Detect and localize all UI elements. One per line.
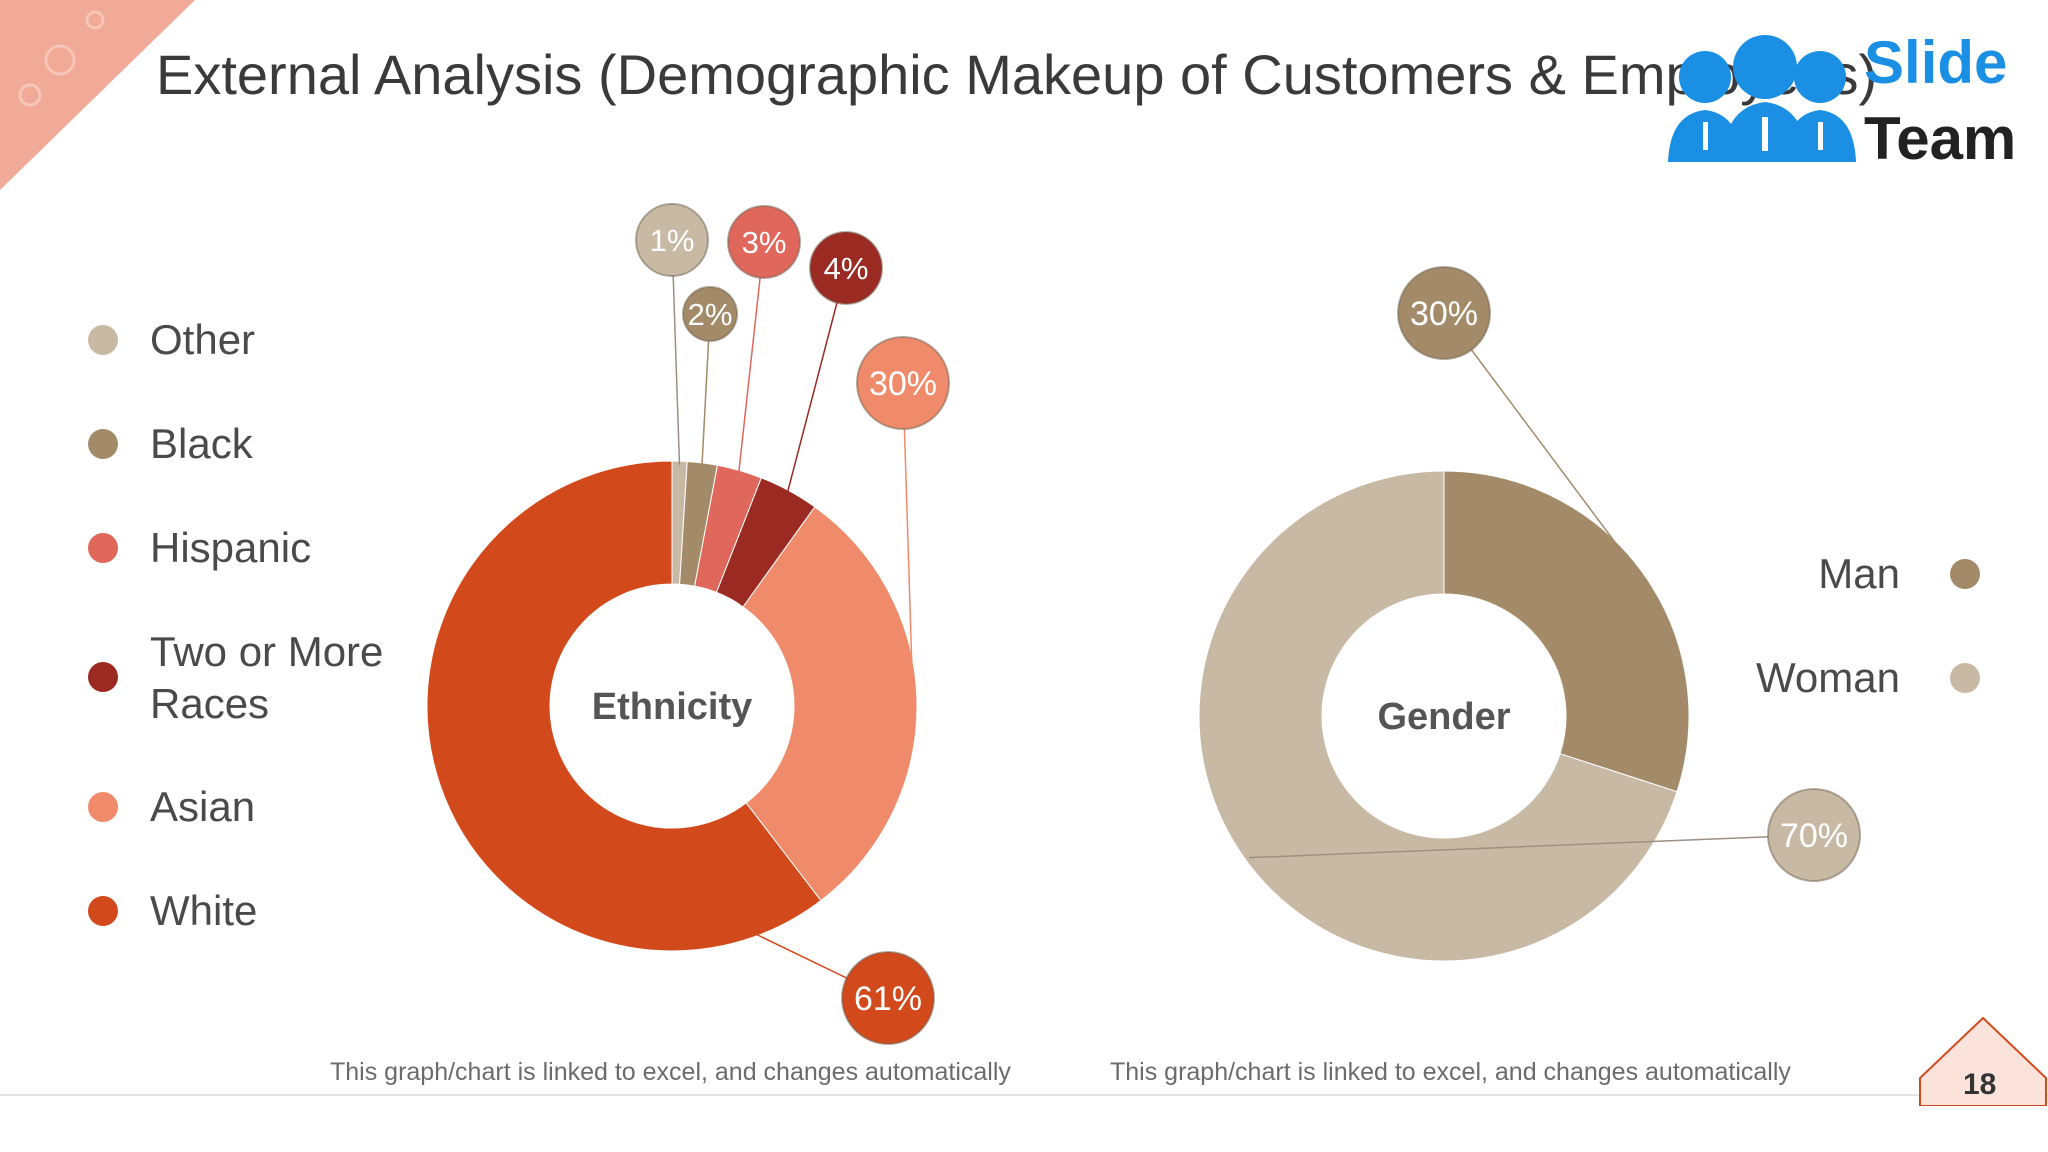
legend-label: Two or More Races: [150, 628, 384, 727]
leader-line-asian: [902, 382, 914, 703]
page-number: 18: [1963, 1068, 1997, 1101]
corner-decoration: [0, 0, 195, 190]
data-label-other: 1%: [650, 223, 695, 258]
excel-link-note-left: This graph/chart is linked to excel, and…: [330, 1058, 1011, 1086]
footer-divider: [0, 1094, 2048, 1096]
legend-label: White: [150, 887, 258, 934]
legend-label: Black: [150, 420, 253, 467]
slide-title: External Analysis (Demographic Makeup of…: [156, 43, 1878, 106]
legend-swatch: [1950, 663, 1980, 693]
data-label-hispanic: 3%: [742, 225, 787, 260]
data-label-asian: 30%: [869, 365, 937, 403]
legend-swatch: [88, 533, 118, 563]
leader-line-woman: [1248, 834, 1815, 859]
legend-swatch: [88, 792, 118, 822]
legend-swatch: [88, 325, 118, 355]
slide-team-logo-icon: [1668, 35, 1856, 162]
legend-label: Hispanic: [150, 524, 312, 571]
legend-label: Woman: [1756, 654, 1900, 701]
leader-line-man: [1443, 312, 1640, 575]
data-label-white: 61%: [854, 980, 922, 1018]
data-label-black: 2%: [688, 297, 733, 332]
legend-item-woman: Woman: [1680, 652, 1980, 704]
donut-slice-man: [1443, 470, 1690, 793]
leader-line-hispanic: [737, 241, 765, 475]
data-label-two-or-more-races: 4%: [824, 251, 869, 286]
legend-swatch: [88, 662, 118, 692]
donut-slice-asian: [742, 506, 918, 902]
legend-item-white: White: [88, 885, 257, 937]
data-label-bubble-two-or-more-races: [809, 231, 883, 305]
excel-link-note-right: This graph/chart is linked to excel, and…: [1110, 1058, 1791, 1086]
leader-line-white: [443, 782, 889, 999]
data-label-bubble-hispanic: [727, 205, 801, 279]
legend-swatch: [88, 429, 118, 459]
logo-text-slide: Slide: [1864, 29, 2008, 96]
data-label-bubble-asian: [856, 336, 950, 430]
donut-slice-white: [426, 460, 822, 952]
data-label-bubble-other: [635, 203, 709, 277]
data-label-woman: 70%: [1780, 817, 1848, 855]
legend-item-other: Other: [88, 314, 255, 366]
logo-text-team: Team: [1864, 105, 2017, 172]
data-label-bubble-black: [682, 286, 738, 342]
legend-item-asian: Asian: [88, 781, 255, 833]
leader-line-two-or-more-races: [786, 267, 847, 495]
legend-label: Other: [150, 316, 256, 363]
legend-item-two-or-more-races: Two or More Races: [88, 626, 408, 730]
donut-slice-woman: [1198, 470, 1678, 962]
legend-item-man: Man: [1790, 548, 1980, 600]
data-label-bubble-white: [841, 951, 935, 1045]
legend-item-black: Black: [88, 418, 253, 470]
data-label-bubble-woman: [1767, 788, 1861, 882]
legend-label: Asian: [150, 783, 256, 830]
donut-center-label-gender: Gender: [1377, 696, 1510, 738]
legend-label: Man: [1818, 550, 1900, 597]
legend-swatch: [88, 896, 118, 926]
legend-swatch: [1950, 559, 1980, 589]
page-number-badge: [1919, 1016, 2047, 1106]
data-label-bubble-man: [1397, 266, 1491, 360]
legend-item-hispanic: Hispanic: [88, 522, 311, 574]
data-label-man: 30%: [1410, 295, 1478, 333]
leader-line-other: [671, 239, 681, 466]
donut-center-label-ethnicity: Ethnicity: [592, 686, 752, 728]
